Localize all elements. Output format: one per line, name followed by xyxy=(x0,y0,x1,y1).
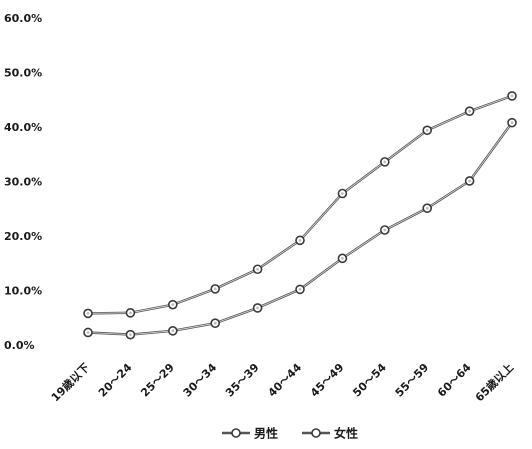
legend: 男性 女性 xyxy=(222,426,358,441)
x-tick-label: 65歳以上 xyxy=(472,360,516,404)
y-tick-label: 0.0% xyxy=(4,339,35,352)
data-point-core xyxy=(341,256,344,260)
y-axis: 0.0% 10.0% 20.0% 30.0% 40.0% 50.0% 60.0% xyxy=(4,12,42,352)
data-point-core xyxy=(171,329,175,333)
x-tick-label: 25～29 xyxy=(138,361,177,400)
series-line-highlight-1 xyxy=(87,95,513,314)
legend-label-2: 女性 xyxy=(334,426,358,441)
data-point-core xyxy=(468,179,471,183)
data-point-core xyxy=(383,228,387,232)
series-line-2 xyxy=(87,121,513,336)
y-tick-label: 10.0% xyxy=(4,285,42,298)
legend-marker-1 xyxy=(231,428,241,438)
data-point-core xyxy=(256,306,259,310)
x-tick-label: 30～34 xyxy=(181,361,220,400)
x-tick-label: 19歳以下 xyxy=(48,360,92,404)
data-point-core xyxy=(213,287,217,291)
data-point-core xyxy=(256,267,259,271)
data-point-core xyxy=(129,311,132,315)
data-point-core xyxy=(129,333,132,337)
x-tick-label: 45～49 xyxy=(308,361,347,400)
y-tick-label: 20.0% xyxy=(4,230,42,243)
legend-label-1: 男性 xyxy=(254,426,278,441)
data-point-core xyxy=(86,311,90,315)
x-tick-label: 20～24 xyxy=(96,361,135,400)
x-tick-label: 40～44 xyxy=(265,361,304,400)
y-tick-label: 30.0% xyxy=(4,176,42,189)
data-point-core xyxy=(298,288,302,291)
data-point-core xyxy=(468,109,471,113)
series-line-highlight-2 xyxy=(87,122,513,336)
x-axis: 19歳以下 20～24 25～29 30～34 35～39 40～44 45～49 50～54… xyxy=(48,360,516,404)
data-point-core xyxy=(425,128,429,132)
x-tick-label: 35～39 xyxy=(223,361,262,400)
y-tick-label: 50.0% xyxy=(4,67,42,80)
data-point-core xyxy=(425,206,429,210)
y-tick-label: 60.0% xyxy=(4,12,42,25)
data-point-core xyxy=(510,94,514,98)
x-tick-label: 55～59 xyxy=(393,361,432,400)
series-layer xyxy=(83,91,517,340)
data-point-core xyxy=(213,321,217,325)
x-tick-label: 50～54 xyxy=(350,361,389,400)
y-tick-label: 40.0% xyxy=(4,121,42,134)
data-point-core xyxy=(298,238,302,242)
x-tick-label: 60～64 xyxy=(435,361,474,400)
data-point-core xyxy=(510,121,514,125)
data-point-core xyxy=(86,331,90,334)
series-line-1 xyxy=(87,94,513,315)
data-point-core xyxy=(341,192,344,195)
data-point-core xyxy=(383,160,387,164)
legend-marker-2 xyxy=(311,428,321,438)
data-point-core xyxy=(171,303,175,307)
